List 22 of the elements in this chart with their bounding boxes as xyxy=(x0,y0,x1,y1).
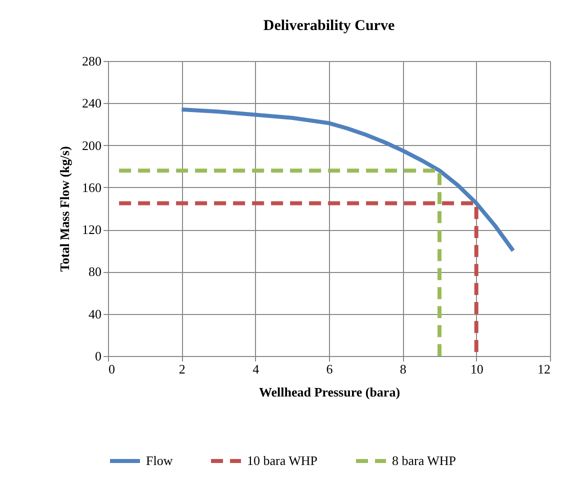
x-tick-label: 0 xyxy=(108,362,115,376)
x-tick-label: 4 xyxy=(252,362,260,376)
y-tick-label: 40 xyxy=(88,306,102,322)
y-tick-label: 200 xyxy=(82,138,102,153)
legend-label: 10 bara WHP xyxy=(247,453,318,468)
x-tick-label: 12 xyxy=(538,362,550,376)
x-axis-title: Wellhead Pressure (bara) xyxy=(258,384,400,400)
line-series xyxy=(180,107,516,253)
y-tick-label: 240 xyxy=(82,96,102,111)
x-tick-label: 8 xyxy=(400,362,406,376)
y-tick-label: 80 xyxy=(88,264,102,280)
x-tick-label: 2 xyxy=(178,362,186,376)
y-axis-title: Total Mass Flow (kg/s) xyxy=(57,146,72,272)
y-tick-label: 160 xyxy=(82,180,102,195)
y-tick-label: 280 xyxy=(82,54,102,68)
y-tick-label: 0 xyxy=(95,348,102,364)
x-tick-label: 10 xyxy=(470,362,484,376)
x-tick-label: 6 xyxy=(326,362,334,376)
chart-title: Deliverability Curve xyxy=(263,18,395,34)
y-tick-label: 120 xyxy=(82,222,102,238)
legend-label: 8 bara WHP xyxy=(392,453,456,468)
legend-label: Flow xyxy=(146,453,174,468)
